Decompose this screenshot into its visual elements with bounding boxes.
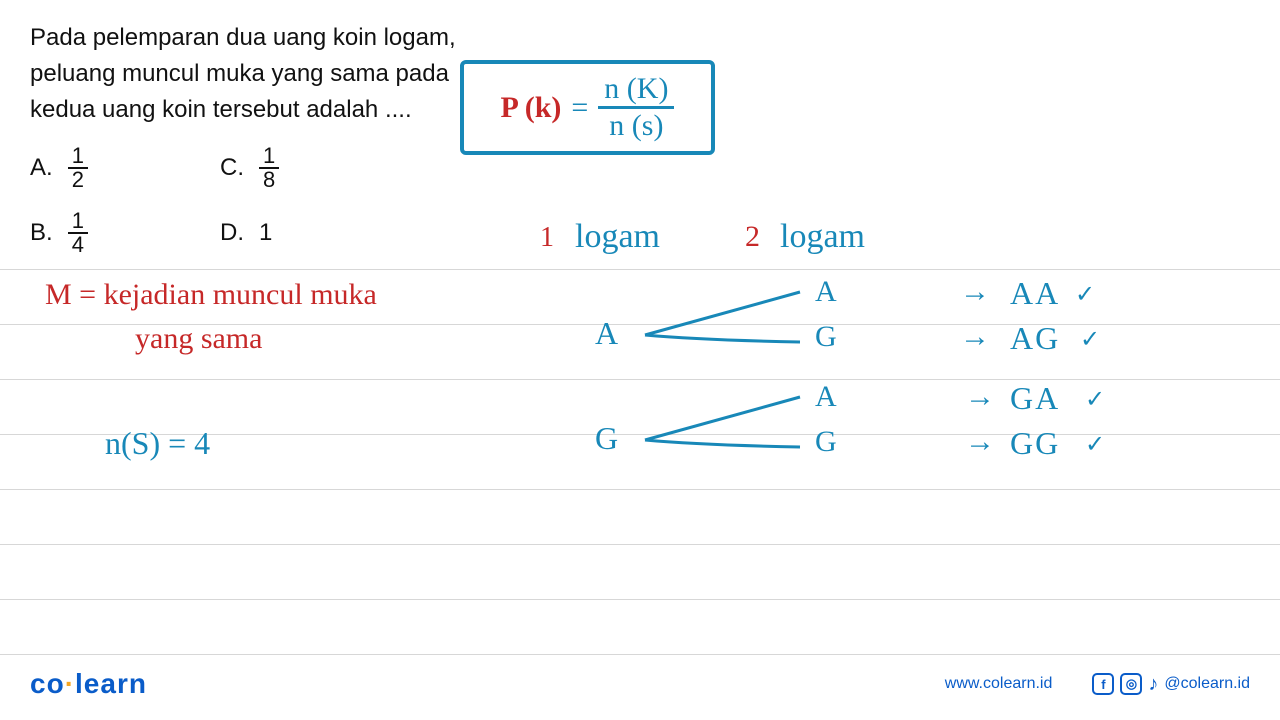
opt-c-den: 8 [259,169,279,191]
option-d: D. 1 [220,219,410,247]
arrow-2: → [965,380,995,414]
option-d-label: D. [220,219,244,247]
option-b: B. 14 [30,210,220,256]
option-a-label: A. [30,154,53,182]
branch-g [640,385,820,475]
outcome-3: GG [1010,425,1060,462]
option-c-label: C. [220,154,244,182]
tree-h2-num: 2 [745,220,760,254]
footer: co·learn www.colearn.id f ◎ ♪ @colearn.i… [30,668,1250,700]
question-text: Pada pelemparan dua uang koin logam, pel… [30,20,456,128]
q-line-1: Pada pelemparan dua uang koin logam, [30,24,456,51]
formula-den: n (s) [609,109,663,141]
logo-learn: learn [75,668,147,699]
tree-h1-txt: logam [575,218,660,256]
opt-a-den: 2 [68,169,88,191]
facebook-icon: f [1092,673,1114,695]
opt-b-den: 4 [68,234,88,256]
social-handle: @colearn.id [1164,675,1250,693]
check-0: ✓ [1075,280,1095,309]
option-b-label: B. [30,219,53,247]
tree-right-2: A [815,380,837,414]
option-a: A. 12 [30,145,220,191]
tree-h2-txt: logam [780,218,865,256]
footer-url: www.colearn.id [945,675,1053,693]
outcome-2: GA [1010,380,1060,417]
tree-right-0: A [815,275,837,309]
opt-a-num: 1 [68,145,88,169]
check-2: ✓ [1085,385,1105,414]
work-m-line2: yang sama [135,322,262,356]
instagram-icon: ◎ [1120,673,1142,695]
arrow-1: → [960,320,990,354]
q-line-2: peluang muncul muka yang sama pada [30,60,449,87]
opt-c-num: 1 [259,145,279,169]
tree-right-1: G [815,320,837,354]
option-d-value: 1 [259,219,272,247]
brand-logo: co·learn [30,668,147,700]
tree-left-1: G [595,420,618,457]
arrow-0: → [960,275,990,309]
branch-a [640,280,820,370]
tree-left-0: A [595,315,618,352]
tree-right-3: G [815,425,837,459]
q-line-3: kedua uang koin tersebut adalah .... [30,96,412,123]
outcome-1: AG [1010,320,1060,357]
tree-h1-num: 1 [540,222,554,254]
formula-lhs: P (k) [501,91,562,125]
tiktok-icon: ♪ [1148,673,1158,696]
social-icons: f ◎ ♪ @colearn.id [1092,673,1250,696]
outcome-0: AA [1010,275,1060,312]
formula-eq: = [571,91,588,125]
work-ns: n(S) = 4 [105,425,210,462]
option-c: C. 18 [220,145,410,191]
arrow-3: → [965,425,995,459]
check-1: ✓ [1080,325,1100,354]
formula-num: n (K) [598,74,674,109]
answer-options: A. 12 C. 18 B. 14 D. 1 [30,135,410,265]
formula-box: P (k) = n (K) n (s) [460,60,715,155]
logo-co: co [30,668,65,699]
check-3: ✓ [1085,430,1105,459]
opt-b-num: 1 [68,210,88,234]
work-m-line1: M = kejadian muncul muka [45,278,377,312]
